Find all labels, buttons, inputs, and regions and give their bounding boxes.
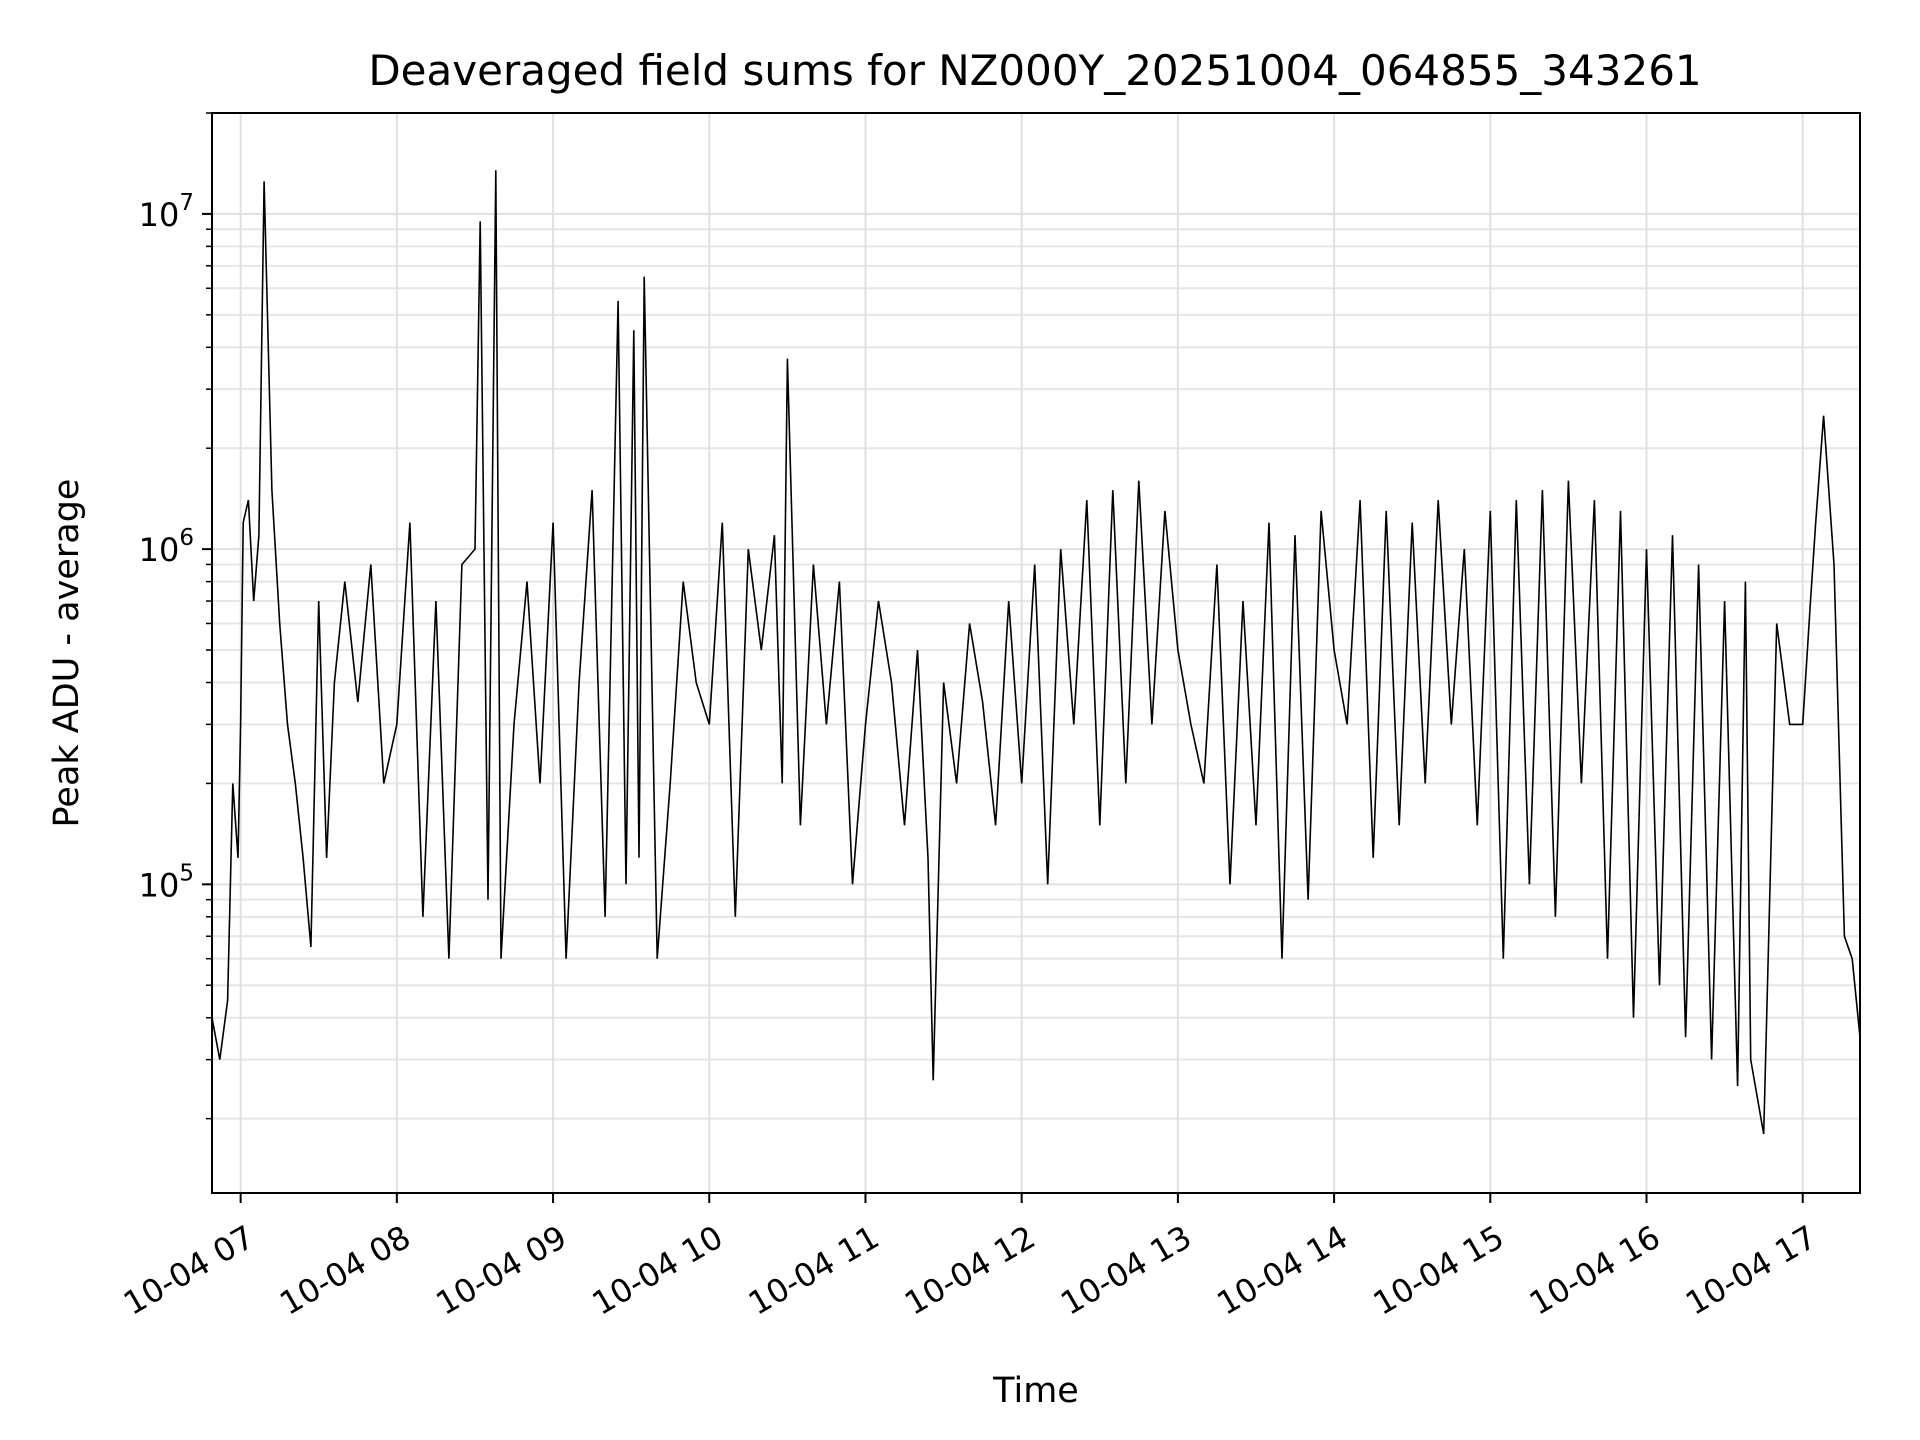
y-tick-exponent: 6 <box>179 525 194 551</box>
y-tick-exponent: 5 <box>179 860 194 886</box>
y-tick-base: 10 <box>139 196 180 234</box>
y-tick-label: 107 <box>139 190 194 234</box>
y-tick-exponent: 7 <box>179 190 194 216</box>
data-series <box>211 170 1861 1135</box>
plot-area-frame <box>211 112 1861 1194</box>
y-tick-base: 10 <box>139 866 180 904</box>
series-line <box>211 170 1861 1135</box>
y-tick-label: 106 <box>139 525 194 569</box>
y-tick-label: 105 <box>139 860 194 904</box>
y-tick-base: 10 <box>139 531 180 569</box>
x-axis-label: Time <box>992 1371 1079 1411</box>
y-axis-label: Peak ADU - average <box>47 479 87 828</box>
chart-title: Deaveraged field sums for NZ000Y_2025100… <box>368 46 1701 95</box>
